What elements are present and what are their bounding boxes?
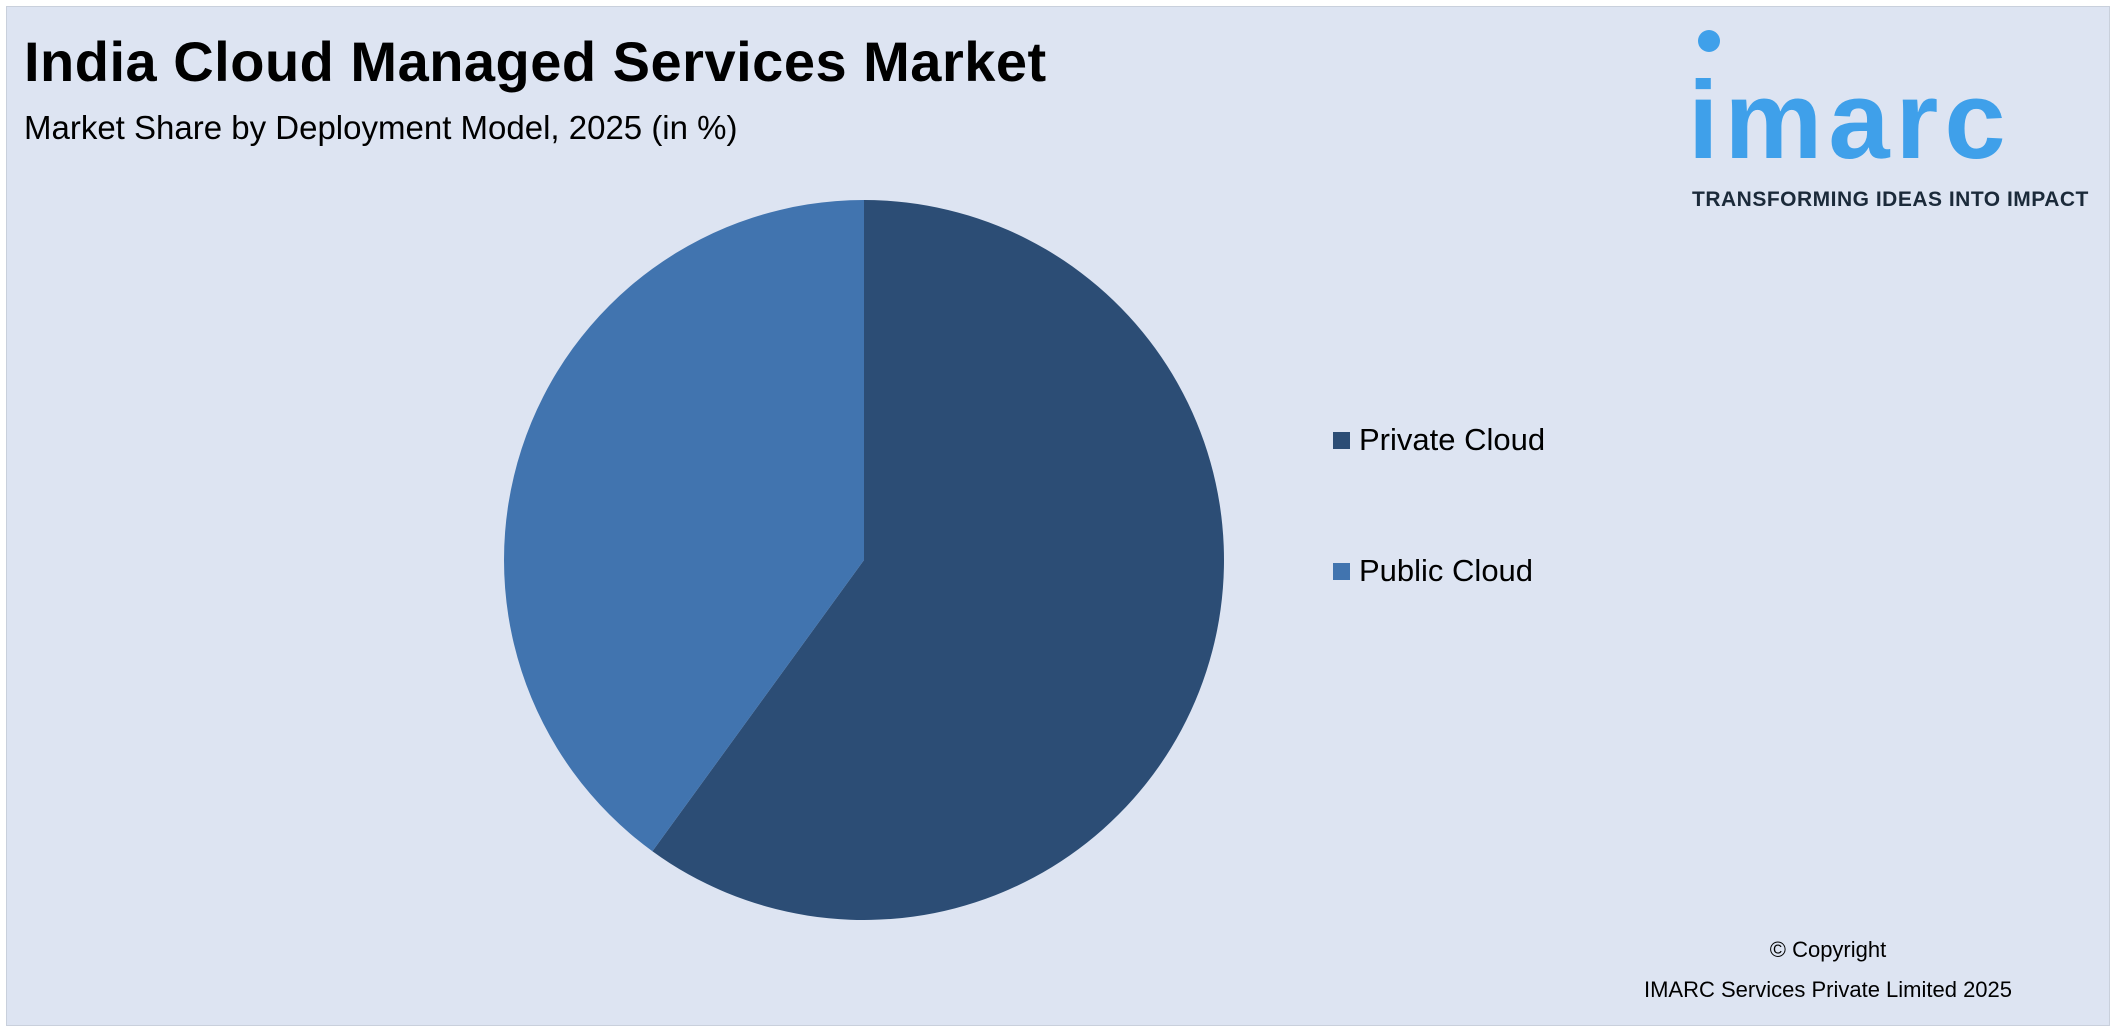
copyright-line-1: © Copyright (1769, 937, 1887, 962)
pie-slice-public-cloud (504, 200, 864, 852)
legend-label: Private Cloud (1359, 422, 1546, 457)
legend-item-public-cloud: Public Cloud (1333, 553, 1533, 589)
logo-tagline: TRANSFORMING IDEAS INTO IMPACT (1692, 188, 2089, 211)
copyright: © Copyright IMARC Services Private Limit… (1578, 930, 2078, 1010)
legend-swatch-icon (1333, 431, 1350, 449)
chart-subtitle: Market Share by Deployment Model, 2025 (… (24, 109, 738, 146)
chart-title: India Cloud Managed Services Market (24, 30, 1047, 93)
logo-dot-icon (1698, 30, 1720, 52)
copyright-line-2: IMARC Services Private Limited 2025 (1643, 977, 2013, 1002)
imarc-logo: imarc TRANSFORMING IDEAS INTO IMPACT (1688, 26, 2092, 216)
legend-swatch-icon (1333, 562, 1350, 580)
legend-item-private-cloud: Private Cloud (1333, 422, 1545, 458)
pie-slice-private-cloud (652, 200, 1225, 921)
legend-label: Public Cloud (1359, 553, 1534, 588)
logo-wordmark: imarc (1688, 59, 2012, 182)
